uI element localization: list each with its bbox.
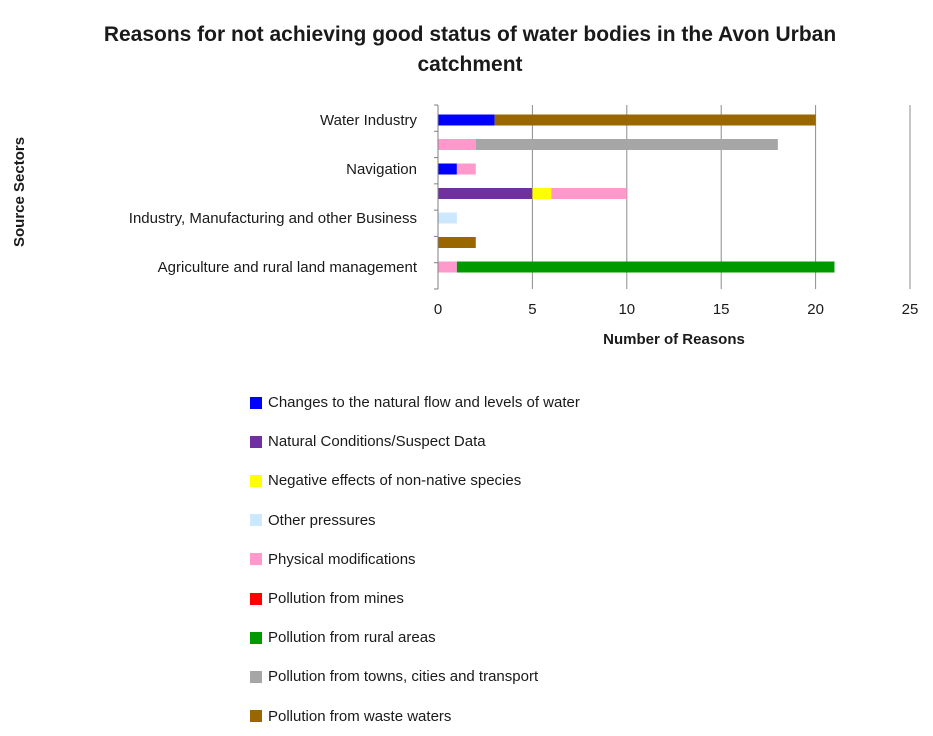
legend-swatch (250, 670, 262, 683)
legend-label: Other pressures (268, 511, 376, 529)
legend-label: Changes to the natural flow and levels o… (268, 394, 580, 412)
category-label: Water Industry (320, 112, 417, 129)
legend-swatch (250, 553, 262, 566)
bar-segment (438, 237, 476, 248)
category-label: Agriculture and rural land management (158, 259, 418, 276)
x-tick-label: 5 (528, 301, 536, 318)
bars (438, 114, 835, 273)
x-tick-label: 15 (713, 301, 730, 318)
bar-segment (438, 163, 457, 175)
legend-item: Physical modifications (250, 540, 580, 579)
x-axis-title: Number of Reasons (603, 331, 745, 348)
bar-segment (475, 139, 778, 150)
legend-swatch (250, 592, 262, 605)
x-tick-label: 10 (618, 301, 635, 318)
chart-plot: 0 5 10 15 20 25 Water Industry Navigation Indust… (11, 104, 919, 348)
legend-swatch (250, 710, 262, 723)
category-label: Navigation (346, 161, 417, 178)
legend-item: Pollution from mines (250, 579, 580, 618)
y-axis-title: Source Sectors (11, 137, 28, 247)
bar-segment (438, 188, 533, 199)
legend-item: Other pressures (250, 501, 580, 540)
chart-title: Reasons for not achieving good status of… (103, 23, 837, 76)
legend-item: Negative effects of non-native species (250, 461, 580, 500)
bar-segment (532, 188, 552, 199)
x-tick-label: 0 (434, 301, 442, 318)
bar-segment (551, 188, 627, 199)
bar-segment (438, 212, 457, 224)
legend-swatch (250, 514, 262, 527)
category-label: Industry, Manufacturing and other Busine… (129, 210, 417, 227)
legend-swatch (250, 474, 262, 487)
legend-item: Changes to the natural flow and levels o… (250, 383, 580, 422)
labels: 0 5 10 15 20 25 Water Industry Navigation Indust… (129, 112, 919, 318)
legend-label: Physical modifications (268, 550, 416, 568)
bar-segment (438, 261, 457, 273)
legend: Changes to the natural flow and levels o… (250, 383, 580, 736)
bar-segment (438, 114, 495, 126)
legend-item: Pollution from waste waters (250, 697, 580, 736)
bar-segment (494, 114, 816, 126)
bar-segment (438, 139, 476, 150)
x-tick-label: 25 (902, 301, 919, 318)
bar-segment (456, 261, 835, 273)
legend-swatch (250, 435, 262, 448)
legend-label: Natural Conditions/Suspect Data (268, 433, 486, 451)
bar-segment (456, 163, 476, 175)
legend-item: Pollution from towns, cities and transpo… (250, 657, 580, 696)
legend-label: Pollution from rural areas (268, 629, 436, 647)
legend-swatch (250, 396, 262, 409)
legend-item: Natural Conditions/Suspect Data (250, 422, 580, 461)
x-tick-label: 20 (807, 301, 824, 318)
legend-item: Pollution from rural areas (250, 618, 580, 657)
legend-label: Pollution from mines (268, 590, 404, 608)
legend-label: Pollution from waste waters (268, 707, 452, 725)
axes (434, 104, 439, 290)
legend-swatch (250, 631, 262, 644)
legend-label: Pollution from towns, cities and transpo… (268, 668, 539, 686)
legend-label: Negative effects of non-native species (268, 472, 522, 490)
